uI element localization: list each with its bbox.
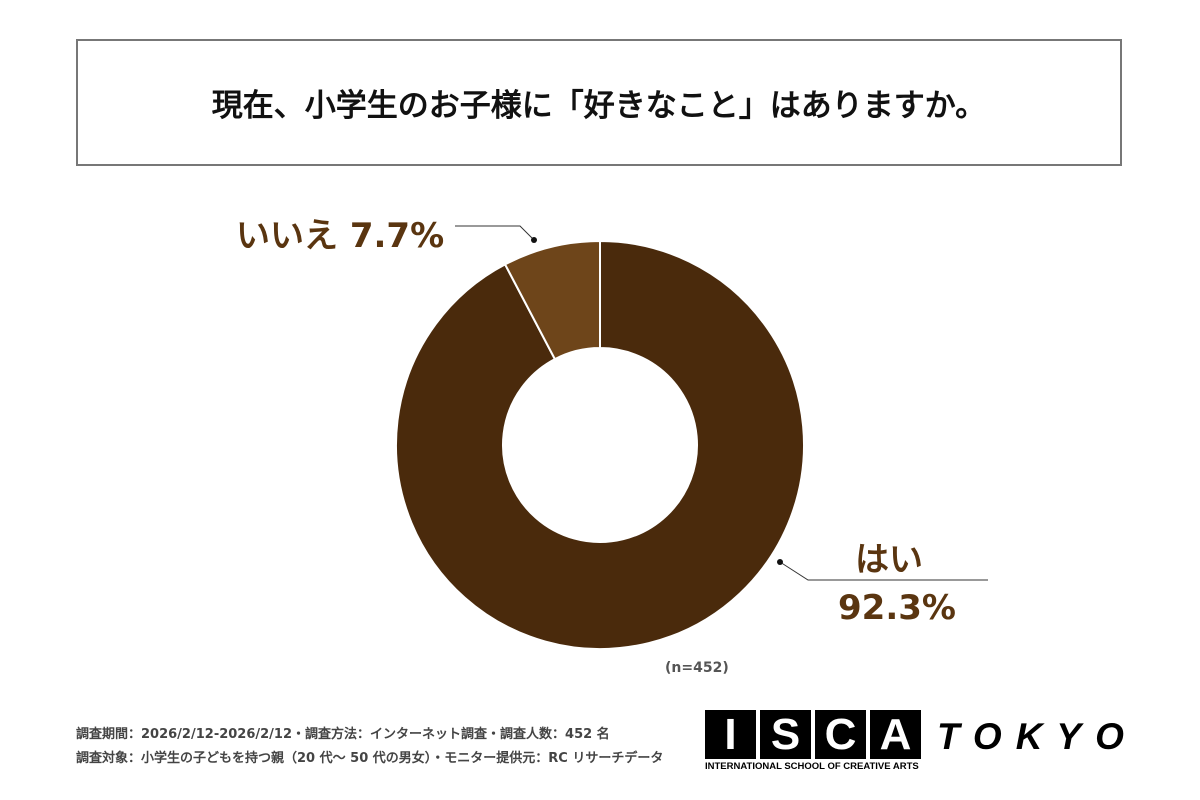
footer-line2: 調査対象：小学生の子どもを持つ親（20 代～ 50 代の男女）・モニター提供元：…	[76, 751, 664, 766]
donut-slice-no	[503, 239, 601, 361]
label-yes-category: はい	[855, 540, 923, 580]
leader-line-no	[455, 225, 535, 241]
sample-size: (n=452)	[665, 660, 729, 676]
leader-dot-yes	[777, 559, 783, 565]
donut-slice-yes	[395, 239, 805, 650]
leader-line-yes	[779, 561, 988, 581]
leader-dot-no	[531, 237, 537, 243]
footer-line1: 調査期間：2026/2/12-2026/2/12・調査方法：インターネット調査・…	[76, 727, 610, 742]
label-yes-value: 92.3%	[838, 588, 956, 628]
title-box: 現在、小学生のお子様に「好きなこと」はありますか。	[76, 39, 1122, 166]
chart-title: 現在、小学生のお子様に「好きなこと」はありますか。	[211, 88, 987, 124]
label-no: いいえ 7.7%	[236, 216, 445, 256]
